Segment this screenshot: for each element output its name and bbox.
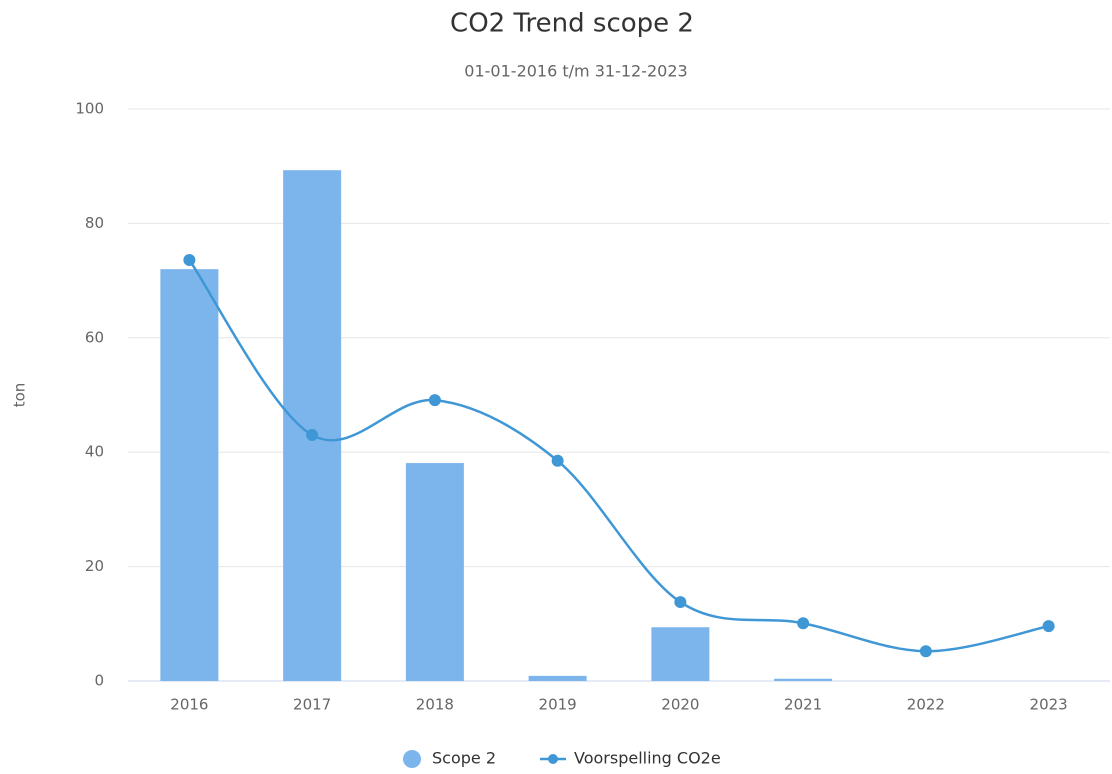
legend-label: Scope 2 [432, 749, 496, 768]
y-tick-label: 20 [85, 557, 104, 575]
y-tick-label: 80 [85, 214, 104, 232]
x-tick-label: 2017 [293, 696, 331, 714]
bar [160, 269, 219, 681]
legend-label: Voorspelling CO2e [574, 749, 721, 768]
x-tick-label: 2020 [661, 696, 699, 714]
bar [774, 678, 833, 681]
x-tick-label: 2022 [907, 696, 945, 714]
chart-title: CO2 Trend scope 2 [450, 9, 694, 39]
x-tick-label: 2019 [539, 696, 577, 714]
y-tick-label: 40 [85, 443, 104, 461]
y-tick-label: 60 [85, 328, 104, 346]
line-marker [551, 454, 564, 467]
x-tick-label: 2016 [170, 696, 208, 714]
bar [283, 170, 342, 682]
legend-symbol [403, 750, 421, 768]
line-marker [797, 617, 810, 630]
line-marker [919, 645, 932, 658]
legend-symbol [548, 754, 558, 764]
x-tick-label: 2018 [416, 696, 454, 714]
line-marker [183, 254, 196, 267]
x-tick-label: 2021 [784, 696, 822, 714]
bar [651, 627, 710, 681]
y-tick-label: 0 [94, 672, 104, 690]
line-marker [428, 394, 441, 407]
bar [528, 675, 587, 681]
x-tick-label: 2023 [1030, 696, 1068, 714]
y-tick-label: 100 [75, 100, 104, 118]
line-marker [1042, 620, 1055, 633]
bar [405, 463, 464, 681]
line-marker [674, 596, 687, 609]
line-marker [306, 429, 319, 442]
y-axis-title: ton [11, 383, 29, 408]
chart-subtitle: 01-01-2016 t/m 31-12-2023 [464, 62, 687, 81]
